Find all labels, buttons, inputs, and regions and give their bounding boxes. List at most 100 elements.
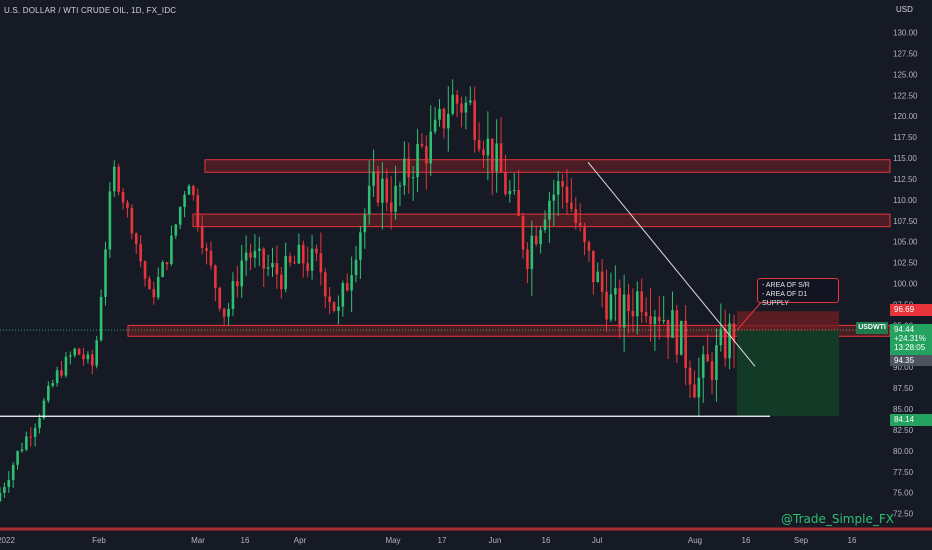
candle-body (350, 275, 353, 291)
candle-body (108, 191, 112, 250)
candle-body (675, 310, 679, 355)
x-tick-label: Jun (489, 536, 502, 545)
candle-body (657, 316, 661, 322)
candle-body (90, 354, 94, 366)
candle-body (337, 306, 340, 311)
candle-body (323, 272, 327, 297)
candle-body (55, 370, 59, 384)
candle-body (403, 158, 406, 186)
candle-body (51, 383, 55, 386)
candle-body (112, 166, 116, 192)
time-axis: 2022 Feb Mar 16 Apr May 17 Jun 16 Jul Aug 16 Sep 16 (0, 536, 857, 545)
candle-body (442, 108, 446, 129)
candle-body (521, 215, 525, 250)
x-tick-label: 16 (742, 536, 751, 545)
candle-body (688, 367, 692, 385)
candle-body (306, 263, 309, 271)
y-tick-label: 80.00 (893, 447, 914, 456)
candle-body (200, 226, 204, 249)
candle-body (319, 253, 323, 273)
candle-body (574, 208, 578, 223)
x-tick-label: Sep (794, 536, 809, 545)
current-change: +24.31% (894, 334, 926, 343)
candle-body (622, 294, 626, 328)
candle-body (416, 143, 419, 178)
candle-body (504, 172, 507, 195)
candle-body (165, 262, 169, 265)
candle-body (178, 207, 182, 225)
y-tick-label: 105.00 (893, 238, 918, 247)
candle-body (275, 263, 279, 275)
candle-body (205, 248, 208, 251)
candle-body (425, 146, 428, 164)
y-tick-label: 102.50 (893, 259, 918, 268)
symbol-tag: USDWTI (856, 322, 888, 334)
candle-body (385, 178, 389, 203)
candle-body (288, 256, 292, 263)
candle-body (262, 248, 266, 269)
candle-body (130, 207, 134, 234)
candle-body (411, 177, 415, 179)
callout-line-2: - AREA OF D1 SUPPLY (762, 291, 808, 307)
candle-body (73, 348, 77, 356)
candle-body (161, 262, 164, 278)
candle-body (662, 319, 665, 322)
y-tick-label: 87.50 (893, 384, 914, 393)
candle-body (214, 265, 217, 288)
y-tick-label: 77.50 (893, 468, 914, 477)
candle-body (614, 288, 617, 295)
stop-price-tag: 96.69 (890, 304, 932, 316)
candle-body (42, 400, 46, 419)
candle-body (508, 190, 512, 195)
candle-body (587, 242, 591, 251)
candle-body (363, 214, 367, 233)
candle-body (609, 294, 613, 320)
candle-body (354, 259, 358, 276)
candle-body (732, 323, 736, 342)
candle-body (679, 320, 683, 355)
candle-body (77, 348, 81, 355)
candle-body (134, 233, 138, 244)
x-tick-label: Aug (688, 536, 702, 545)
candle-body (455, 94, 459, 104)
y-tick-label: 112.50 (893, 175, 917, 184)
candle-body (666, 319, 670, 338)
author-watermark: @Trade_Simple_FX (781, 512, 894, 526)
y-tick-label: 82.50 (893, 426, 914, 435)
candle-body (187, 185, 191, 195)
candle-body (60, 370, 63, 376)
annotation-callout[interactable]: - AREA OF S/R - AREA OF D1 SUPPLY (757, 278, 839, 307)
candle-body (490, 138, 494, 172)
candle-body (328, 296, 331, 303)
reward-box (737, 330, 839, 417)
y-tick-label: 100.00 (893, 280, 918, 289)
candle-body (512, 190, 516, 192)
candle-body (495, 143, 498, 172)
candle-body (218, 287, 222, 309)
candle-body (636, 291, 639, 317)
candle-body (29, 436, 33, 438)
candle-body (420, 143, 424, 147)
y-tick-label: 117.50 (893, 133, 917, 142)
candle-body (697, 377, 701, 398)
candle-body (605, 291, 608, 320)
candle-body (69, 355, 72, 357)
candle-body (394, 185, 397, 212)
candle-body (156, 277, 160, 298)
candle-body (464, 102, 468, 113)
entry-price-tag: 94.35 (890, 355, 932, 366)
candle-body (578, 222, 582, 226)
candle-body (715, 345, 718, 380)
candle-body (517, 190, 520, 216)
y-tick-label: 72.50 (893, 510, 914, 519)
candle-body (530, 235, 534, 270)
candle-body (209, 250, 213, 266)
y-tick-label: 127.50 (893, 49, 918, 58)
candle-body (618, 288, 622, 328)
candle-body (460, 103, 463, 113)
candle-body (583, 225, 586, 243)
candle-body (11, 464, 15, 480)
candle-body (398, 185, 402, 187)
candle-body (539, 229, 542, 245)
